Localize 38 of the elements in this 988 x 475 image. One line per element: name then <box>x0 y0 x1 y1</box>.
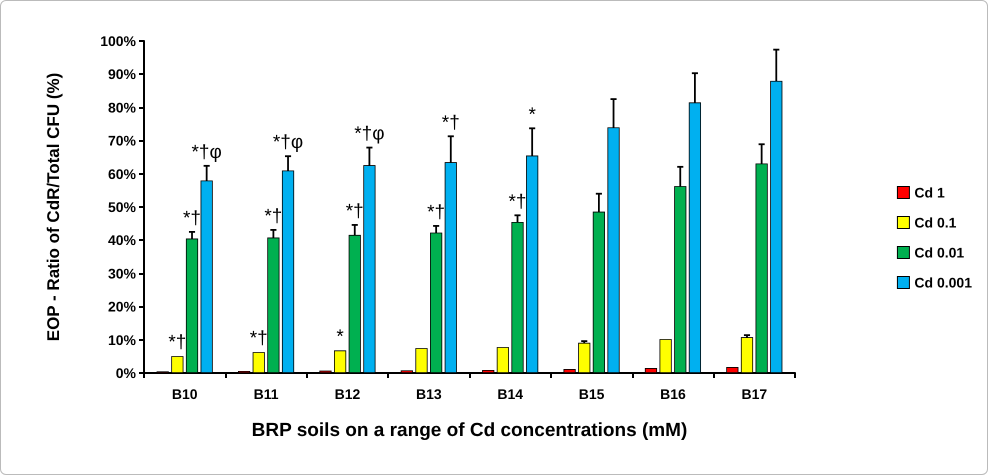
y-tick-label: 40% <box>108 232 137 248</box>
data-label: * <box>528 104 536 126</box>
data-label: * <box>336 326 344 348</box>
x-tick-label: B14 <box>497 386 524 402</box>
data-label: *† <box>427 202 446 223</box>
y-tick-label: 90% <box>108 66 137 82</box>
x-tick-label: B17 <box>741 386 768 402</box>
y-tick-label: 50% <box>108 199 137 215</box>
legend-label: Cd 0.01 <box>914 244 964 260</box>
x-tick-label: B15 <box>578 386 605 402</box>
y-axis-title: EOP - Ratio of CdR/Total CFU (%) <box>44 72 63 342</box>
data-label: *†φ <box>192 142 222 163</box>
y-tick-label: 0% <box>116 365 137 381</box>
data-label: *† <box>508 191 526 212</box>
x-tick-label: B16 <box>660 386 686 402</box>
y-tick-label: 80% <box>108 99 137 116</box>
data-label: *† <box>442 112 460 134</box>
x-tick-label: B11 <box>254 386 279 402</box>
x-tick-label: B10 <box>172 386 198 402</box>
y-tick-label: 100% <box>100 33 137 49</box>
y-tick-label: 60% <box>108 166 137 182</box>
data-label: *†φ <box>354 124 385 145</box>
y-tick-label: 30% <box>108 265 137 282</box>
legend-label: Cd 0.001 <box>914 274 972 290</box>
data-label: *† <box>264 206 282 227</box>
y-tick-label: 10% <box>108 332 137 348</box>
data-label: *† <box>250 328 268 350</box>
x-tick-label: B12 <box>334 386 360 402</box>
legend-label: Cd 1 <box>914 184 945 200</box>
x-axis-title: BRP soils on a range of Cd concentrations (mM) <box>252 420 688 441</box>
y-tick-label: 20% <box>108 298 137 315</box>
y-tick-label: 70% <box>108 132 137 149</box>
data-label: *†φ <box>272 132 304 154</box>
data-label: *† <box>168 332 186 354</box>
x-tick-label: B13 <box>416 386 442 402</box>
data-label: *† <box>183 208 201 229</box>
legend-label: Cd 0.1 <box>914 214 957 230</box>
data-label: *† <box>346 200 364 222</box>
